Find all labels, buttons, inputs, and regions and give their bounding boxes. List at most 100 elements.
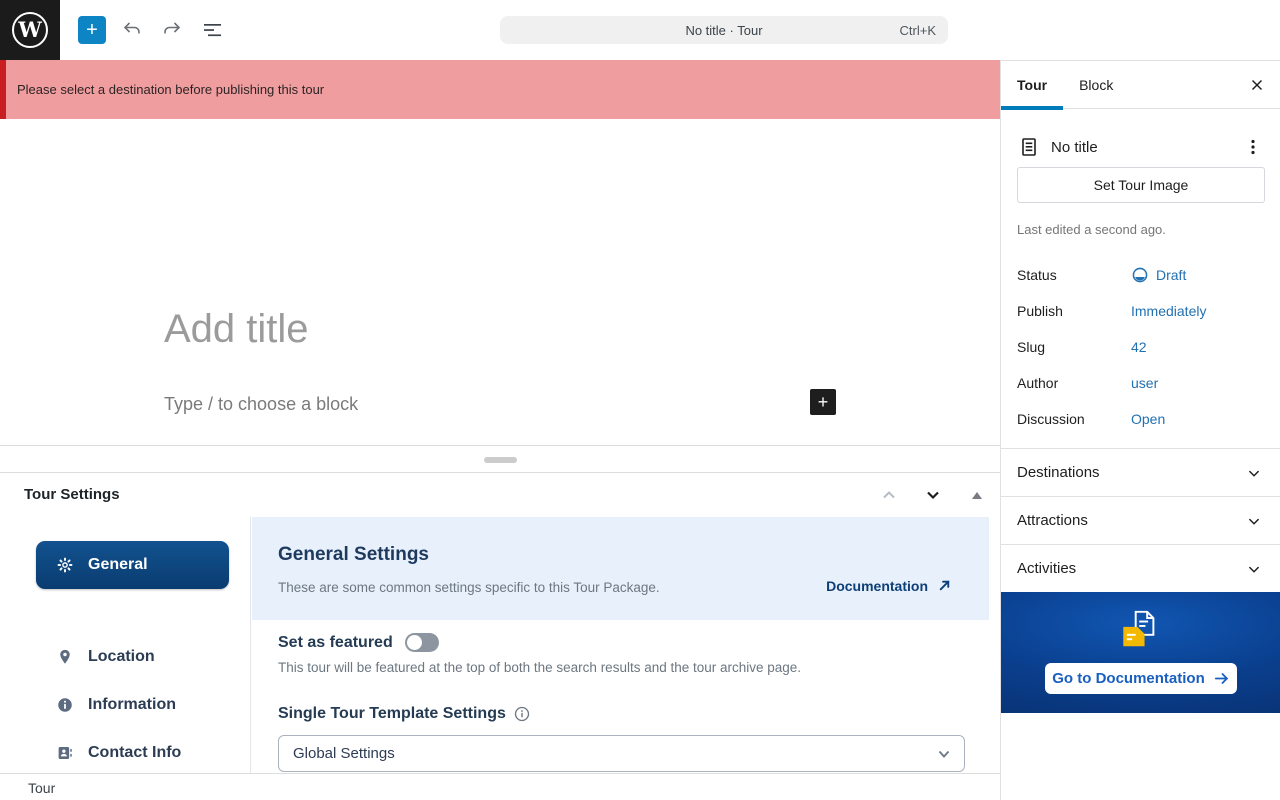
block-inserter-toggle-button[interactable]: + xyxy=(78,16,106,44)
summary-row-status: Status Draft xyxy=(1017,257,1265,293)
tour-settings-metabox: Tour Settings xyxy=(0,473,1000,773)
notice-text: Please select a destination before publi… xyxy=(17,82,325,97)
template-settings-label: Single Tour Template Settings xyxy=(278,705,506,722)
metabox-title: Tour Settings xyxy=(24,486,120,503)
metabox-resize-strip xyxy=(0,447,1000,473)
wordpress-logo-icon: W xyxy=(12,12,48,48)
panel-activities[interactable]: Activities xyxy=(1001,545,1280,593)
chevron-down-icon xyxy=(936,746,952,762)
command-search-bar[interactable]: No title · Tour Ctrl+K xyxy=(500,16,948,44)
toggle-knob xyxy=(406,635,422,650)
set-as-featured-toggle[interactable] xyxy=(404,633,439,652)
discussion-value-button[interactable]: Open xyxy=(1131,411,1166,427)
documentation-link[interactable]: Documentation xyxy=(826,577,953,594)
documentation-banner: Go to Documentation xyxy=(1001,592,1280,713)
tab-block[interactable]: Block xyxy=(1079,77,1114,93)
summary-row-slug: Slug 42 xyxy=(1017,329,1265,365)
post-title-input[interactable]: Add title xyxy=(164,307,309,351)
documentation-folder-icon xyxy=(1118,608,1164,651)
summary-label: Slug xyxy=(1017,339,1046,355)
empty-block-row: Type / to choose a block + xyxy=(164,389,836,417)
close-sidebar-button[interactable] xyxy=(1243,71,1271,99)
template-settings-select[interactable]: Global Settings xyxy=(278,735,965,772)
block-inserter-button[interactable]: + xyxy=(810,389,836,415)
template-settings-selected-value: Global Settings xyxy=(293,745,395,762)
section-description: These are some common settings specific … xyxy=(278,580,660,595)
tab-tour[interactable]: Tour xyxy=(1001,61,1064,110)
editor-footer: Tour xyxy=(0,773,1000,800)
summary-label: Discussion xyxy=(1017,411,1085,427)
metabox-header: Tour Settings xyxy=(0,473,1000,517)
sidebar-tabs: Tour Block xyxy=(1001,61,1280,110)
move-panel-down-icon[interactable] xyxy=(924,486,942,504)
top-toolbar: W + No title · Tour Ctrl+K xyxy=(0,0,1280,60)
set-as-featured-label: Set as featured xyxy=(278,633,393,651)
tab-label: Information xyxy=(88,696,176,713)
arrow-right-icon xyxy=(1214,672,1230,685)
summary-label: Author xyxy=(1017,375,1059,391)
tab-contact-info[interactable]: Contact Info xyxy=(36,729,229,773)
tab-label: Contact Info xyxy=(88,744,182,761)
external-link-icon xyxy=(936,577,953,594)
tab-information[interactable]: Information xyxy=(36,681,229,729)
last-edited-text: Last edited a second ago. xyxy=(1017,222,1166,237)
panel-label: Attractions xyxy=(1017,512,1088,529)
status-value-text: Draft xyxy=(1156,267,1187,283)
undo-icon[interactable] xyxy=(120,18,144,42)
move-panel-up-icon[interactable] xyxy=(880,486,898,504)
tab-general[interactable]: General xyxy=(36,541,229,589)
go-to-documentation-button[interactable]: Go to Documentation xyxy=(1045,663,1237,694)
set-tour-image-button[interactable]: Set Tour Image xyxy=(1017,167,1265,203)
panel-label: Destinations xyxy=(1017,464,1100,481)
summary-label: Publish xyxy=(1017,303,1063,319)
wordpress-logo-button[interactable]: W xyxy=(0,0,60,60)
command-bar-shortcut: Ctrl+K xyxy=(899,22,936,38)
redo-icon[interactable] xyxy=(160,18,184,42)
author-value-button[interactable]: user xyxy=(1131,375,1159,391)
tab-location[interactable]: Location xyxy=(36,633,229,681)
section-title: General Settings xyxy=(278,544,429,565)
tab-label: Location xyxy=(88,648,155,665)
breadcrumb: Tour xyxy=(28,780,56,796)
slug-value-button[interactable]: 42 xyxy=(1131,339,1147,355)
panel-destinations[interactable]: Destinations xyxy=(1001,449,1280,497)
go-to-documentation-label: Go to Documentation xyxy=(1052,670,1205,687)
draft-status-icon xyxy=(1131,266,1149,284)
document-title: No title xyxy=(1051,138,1098,156)
summary-row-author: Author user xyxy=(1017,365,1265,401)
general-settings-content: General Settings These are some common s… xyxy=(252,517,989,773)
publish-value-button[interactable]: Immediately xyxy=(1131,303,1207,319)
collapse-panel-icon[interactable] xyxy=(972,492,982,499)
panel-label: Activities xyxy=(1017,560,1077,577)
more-options-kebab-icon[interactable] xyxy=(1241,135,1265,159)
template-settings-label-row: Single Tour Template Settings xyxy=(278,705,530,723)
info-circle-icon xyxy=(56,696,74,714)
settings-sidebar: Tour Block No title Set T xyxy=(1000,60,1280,800)
summary-row-publish: Publish Immediately xyxy=(1017,293,1265,329)
map-pin-icon xyxy=(56,648,74,666)
post-summary: Status Draft Publish Immediately Slug xyxy=(1017,257,1265,437)
info-tooltip-icon[interactable] xyxy=(514,706,530,722)
summary-label: Status xyxy=(1017,267,1057,283)
status-value-button[interactable]: Draft xyxy=(1131,266,1186,284)
resize-drag-handle[interactable] xyxy=(484,457,517,463)
block-appender-input[interactable]: Type / to choose a block xyxy=(164,394,359,414)
set-as-featured-description: This tour will be featured at the top of… xyxy=(278,660,802,675)
documentation-link-label: Documentation xyxy=(826,577,928,594)
summary-row-discussion: Discussion Open xyxy=(1017,401,1265,437)
contact-card-icon xyxy=(56,744,74,762)
document-icon xyxy=(1017,135,1041,159)
document-overview-icon[interactable] xyxy=(200,18,224,42)
set-as-featured-row: Set as featured xyxy=(278,633,439,652)
chevron-down-icon xyxy=(1243,510,1265,532)
taxonomy-panels: Destinations Attractions Activities xyxy=(1001,448,1280,593)
chevron-down-icon xyxy=(1243,462,1265,484)
document-summary-row: No title xyxy=(1017,124,1265,170)
editor-canvas: Add title Type / to choose a block + xyxy=(0,119,1000,446)
panel-attractions[interactable]: Attractions xyxy=(1001,497,1280,545)
general-settings-header: General Settings These are some common s… xyxy=(252,517,989,620)
destination-warning-notice: Please select a destination before publi… xyxy=(0,60,1000,119)
command-bar-title: No title · Tour xyxy=(685,22,763,38)
tab-label: General xyxy=(88,556,148,573)
